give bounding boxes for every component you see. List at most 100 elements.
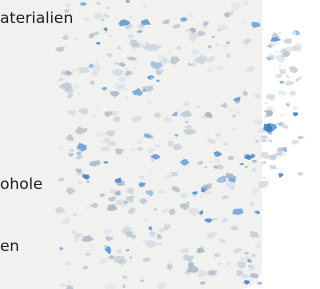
granule <box>207 231 218 239</box>
granule <box>252 160 257 163</box>
granule <box>266 106 275 111</box>
granule <box>156 80 160 82</box>
granule <box>125 97 130 100</box>
granule <box>200 281 205 284</box>
granule <box>245 166 248 169</box>
granule <box>104 284 115 289</box>
granule <box>96 2 100 5</box>
granule <box>180 159 189 166</box>
granule <box>266 44 273 48</box>
granule <box>200 195 203 197</box>
granule <box>228 156 234 160</box>
granule <box>250 273 259 278</box>
granule <box>62 34 70 39</box>
granule <box>234 248 243 253</box>
granule <box>212 36 216 39</box>
granule <box>104 31 108 34</box>
granule <box>116 249 124 254</box>
granule <box>196 106 200 109</box>
granule <box>255 140 259 143</box>
granule <box>179 247 189 253</box>
granule <box>101 87 107 91</box>
granule <box>226 41 230 44</box>
granule <box>65 261 73 266</box>
granule <box>216 176 226 183</box>
granule <box>293 107 299 111</box>
granule <box>203 26 206 29</box>
granule <box>206 56 216 63</box>
granule <box>168 51 171 53</box>
granule <box>89 245 93 248</box>
granule <box>242 21 245 24</box>
granule <box>148 149 156 155</box>
granule <box>126 157 129 159</box>
granule <box>112 69 124 76</box>
granule <box>270 165 278 169</box>
granule <box>210 161 214 163</box>
granule <box>122 284 126 288</box>
granule <box>69 153 74 157</box>
granule <box>139 198 147 204</box>
granule <box>242 90 248 96</box>
granule <box>151 159 155 162</box>
granule <box>77 143 87 152</box>
granule <box>76 152 83 155</box>
granule <box>180 17 187 22</box>
granule <box>176 46 181 50</box>
granule <box>66 187 76 195</box>
granule <box>72 84 79 89</box>
granule <box>258 181 269 189</box>
granule <box>249 264 255 270</box>
granule <box>108 196 116 202</box>
granule <box>58 178 65 183</box>
granule <box>86 180 90 183</box>
granule <box>241 274 250 278</box>
granules-image <box>0 0 309 289</box>
granule <box>106 236 114 241</box>
granule <box>144 219 149 223</box>
granule <box>244 251 249 255</box>
granule <box>107 204 118 211</box>
granule <box>172 186 181 192</box>
granule <box>170 172 178 177</box>
granule <box>278 90 287 96</box>
granule <box>214 151 223 157</box>
granule <box>147 101 152 104</box>
granule <box>270 37 281 42</box>
granule <box>154 208 158 210</box>
granule <box>232 114 236 117</box>
granule <box>229 109 234 112</box>
granule <box>196 248 205 254</box>
granule <box>166 264 172 270</box>
granule <box>186 30 189 33</box>
granule <box>93 31 99 35</box>
granule <box>108 255 115 259</box>
granule <box>122 276 128 280</box>
granule <box>155 144 160 147</box>
granule <box>90 80 94 85</box>
granule <box>137 24 145 30</box>
granule <box>62 218 71 224</box>
granule <box>215 65 225 70</box>
granule <box>191 49 200 56</box>
granule <box>251 22 260 28</box>
granule <box>118 62 126 67</box>
granule <box>226 53 231 58</box>
granule <box>100 146 111 151</box>
granule <box>217 263 221 266</box>
granule <box>162 209 168 213</box>
granule <box>298 136 305 140</box>
granule <box>157 282 168 289</box>
granule <box>95 60 99 63</box>
granule <box>106 53 112 57</box>
granule <box>140 279 144 282</box>
granule <box>159 229 164 233</box>
granule <box>110 91 120 97</box>
granule <box>222 218 229 224</box>
granule <box>245 66 255 72</box>
granule <box>126 0 130 3</box>
granule <box>231 2 242 11</box>
granule <box>148 171 152 173</box>
granule <box>168 141 174 148</box>
granule <box>89 160 100 166</box>
